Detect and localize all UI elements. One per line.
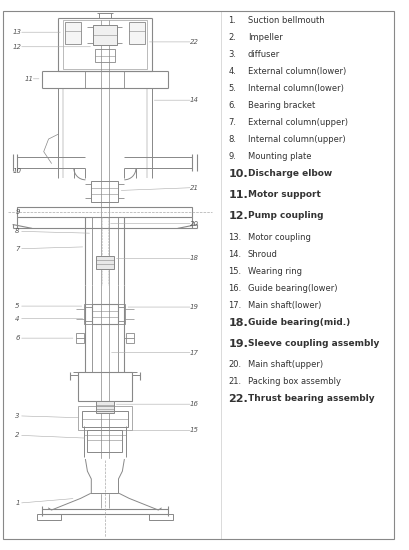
- Text: Mounting plate: Mounting plate: [248, 152, 311, 161]
- Text: 12.: 12.: [228, 211, 248, 222]
- Polygon shape: [85, 460, 124, 493]
- Text: 11: 11: [25, 76, 34, 82]
- Text: 7: 7: [15, 246, 20, 252]
- Text: 5: 5: [15, 303, 20, 309]
- Text: 14.: 14.: [228, 250, 241, 258]
- Text: 8: 8: [15, 228, 20, 234]
- Text: Packing box assembly: Packing box assembly: [248, 377, 341, 387]
- Bar: [96, 256, 114, 269]
- Text: 1: 1: [15, 500, 20, 506]
- Text: Wearing ring: Wearing ring: [248, 267, 302, 276]
- Text: diffuser: diffuser: [248, 50, 280, 59]
- Text: Shroud: Shroud: [248, 250, 278, 258]
- Text: 15.: 15.: [228, 267, 241, 276]
- Text: Suction bellmouth: Suction bellmouth: [248, 16, 324, 25]
- Bar: [91, 181, 119, 202]
- Bar: [148, 514, 173, 520]
- Text: 9.: 9.: [228, 152, 236, 161]
- Text: 10: 10: [13, 168, 22, 174]
- Text: 20: 20: [190, 221, 199, 227]
- Text: Internal column(lower): Internal column(lower): [248, 84, 344, 92]
- Text: Main shaft(upper): Main shaft(upper): [248, 360, 323, 370]
- Text: 1.: 1.: [228, 16, 236, 25]
- Bar: [81, 411, 128, 427]
- Text: 17: 17: [190, 350, 199, 356]
- Bar: [85, 304, 92, 323]
- Text: 7.: 7.: [228, 118, 236, 127]
- Text: 3: 3: [15, 413, 20, 419]
- Text: Impeller: Impeller: [248, 32, 282, 42]
- Text: 20.: 20.: [228, 360, 241, 370]
- Bar: [65, 23, 81, 44]
- Bar: [129, 23, 145, 44]
- Text: Bearing bracket: Bearing bracket: [248, 101, 315, 109]
- Text: Discharge elbow: Discharge elbow: [248, 169, 332, 178]
- Bar: [78, 372, 132, 402]
- Text: 6: 6: [15, 335, 20, 341]
- Text: 22.: 22.: [228, 394, 248, 404]
- Text: 13: 13: [13, 29, 22, 35]
- Text: Sleeve coupling assembly: Sleeve coupling assembly: [248, 339, 379, 348]
- Text: 16.: 16.: [228, 284, 241, 293]
- Text: Main shaft(lower): Main shaft(lower): [248, 301, 321, 310]
- Text: Guide bearing(mid.): Guide bearing(mid.): [248, 318, 350, 327]
- Text: 19: 19: [190, 304, 199, 310]
- Text: 17.: 17.: [228, 301, 241, 310]
- Text: 4: 4: [15, 316, 20, 322]
- Text: 16: 16: [190, 401, 199, 407]
- Text: 2: 2: [15, 432, 20, 438]
- Text: 22: 22: [190, 39, 199, 45]
- Text: 5.: 5.: [228, 84, 236, 92]
- Text: 8.: 8.: [228, 135, 236, 144]
- Text: 18.: 18.: [228, 318, 248, 328]
- Text: 10.: 10.: [228, 169, 248, 179]
- Text: 13.: 13.: [228, 233, 241, 242]
- Text: 18: 18: [190, 256, 199, 261]
- Text: Motor coupling: Motor coupling: [248, 233, 310, 242]
- Text: 3.: 3.: [228, 50, 236, 59]
- Bar: [117, 304, 125, 323]
- Bar: [88, 431, 122, 452]
- Bar: [92, 304, 117, 323]
- Bar: [78, 406, 132, 431]
- Text: 14: 14: [190, 97, 199, 103]
- Bar: [63, 20, 147, 69]
- Bar: [37, 514, 61, 520]
- Text: Internal column(upper): Internal column(upper): [248, 135, 345, 144]
- Text: External column(upper): External column(upper): [248, 118, 348, 127]
- Text: 21: 21: [190, 185, 199, 191]
- Bar: [95, 49, 115, 62]
- Text: External column(lower): External column(lower): [248, 67, 346, 76]
- Text: 2.: 2.: [228, 32, 236, 42]
- Text: Motor support: Motor support: [248, 190, 321, 199]
- Text: 15: 15: [190, 427, 199, 433]
- Bar: [76, 333, 83, 343]
- Bar: [93, 25, 117, 45]
- Text: 12: 12: [13, 44, 22, 50]
- Bar: [126, 333, 134, 343]
- Text: 9: 9: [15, 209, 20, 215]
- Text: Thrust bearing assembly: Thrust bearing assembly: [248, 394, 374, 404]
- Text: 6.: 6.: [228, 101, 236, 109]
- Text: 11.: 11.: [228, 190, 248, 200]
- Text: Guide bearing(lower): Guide bearing(lower): [248, 284, 337, 293]
- Bar: [18, 207, 192, 217]
- Bar: [96, 402, 114, 413]
- Text: 19.: 19.: [228, 339, 248, 349]
- Text: 21.: 21.: [228, 377, 241, 387]
- Text: Pump coupling: Pump coupling: [248, 211, 323, 221]
- Text: 4.: 4.: [228, 67, 236, 76]
